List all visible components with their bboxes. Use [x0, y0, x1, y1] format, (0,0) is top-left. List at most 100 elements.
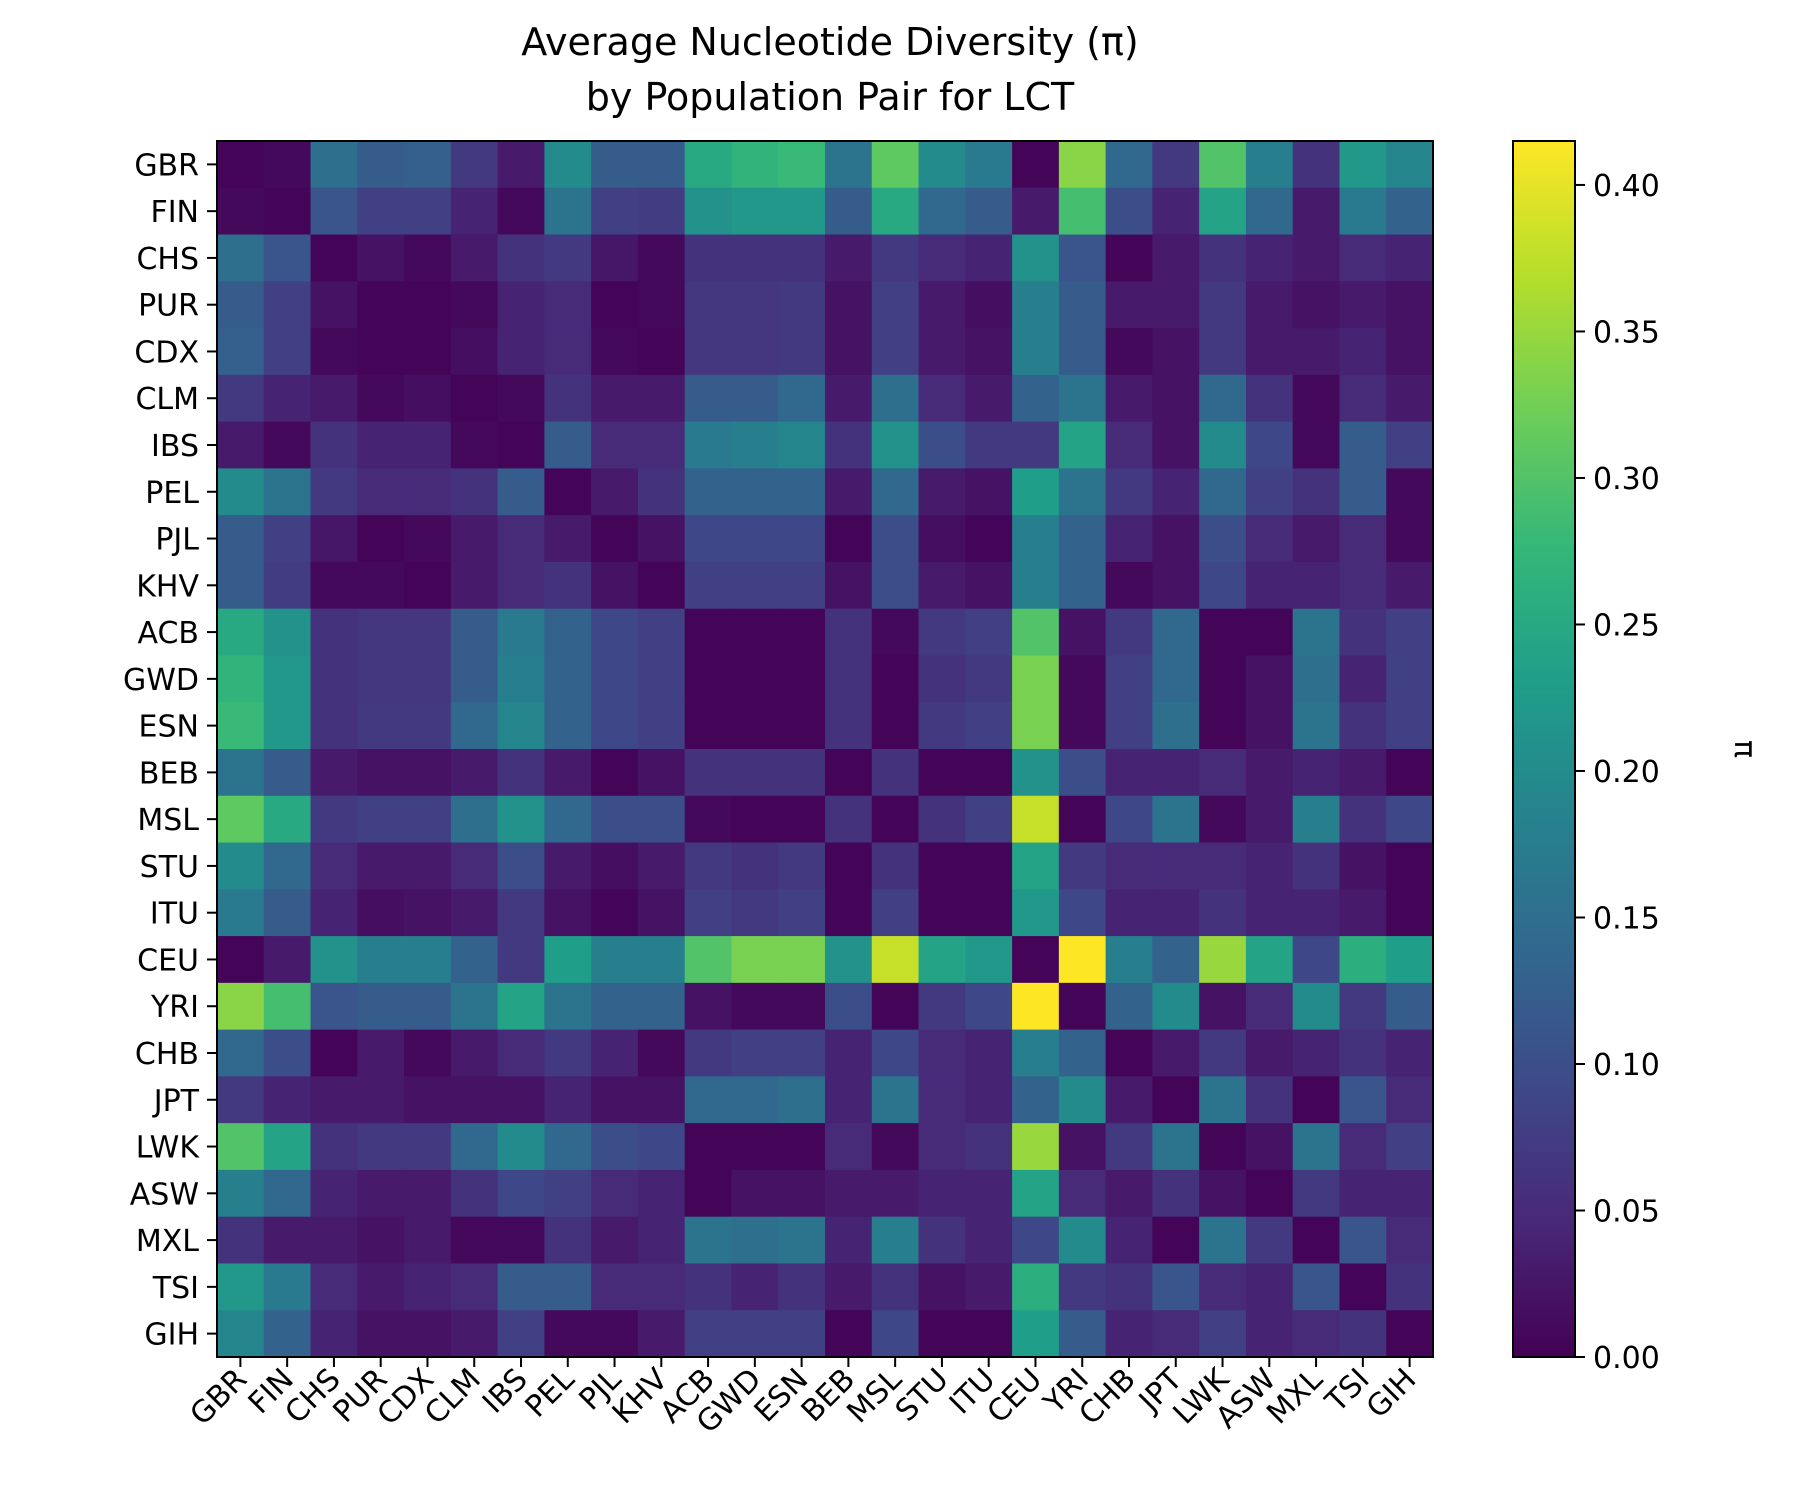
heatmap-cell [1245, 421, 1294, 469]
heatmap-cell [450, 936, 499, 984]
colorbar-tick-label: 0.00 [1593, 1341, 1660, 1376]
heatmap-cells [217, 141, 1434, 1358]
heatmap-cell [263, 889, 312, 937]
heatmap-cell [918, 1029, 966, 1077]
heatmap-cell [1152, 982, 1200, 1031]
heatmap-cell [497, 421, 545, 469]
heatmap-cell [1105, 795, 1153, 844]
heatmap-cell [1105, 1123, 1153, 1171]
heatmap-cell [544, 421, 592, 469]
heatmap-cell [637, 889, 686, 937]
heatmap-cell [310, 795, 358, 844]
y-tick-label: CEU [137, 943, 199, 978]
heatmap-cell [778, 1216, 826, 1265]
heatmap-cell [637, 281, 686, 329]
heatmap-cell [357, 1310, 405, 1358]
heatmap-cell [684, 702, 733, 750]
heatmap-cell [1012, 842, 1060, 890]
heatmap-cell [731, 1123, 779, 1171]
heatmap-cell [544, 702, 592, 750]
heatmap-cell [357, 281, 405, 329]
heatmap-cell [1199, 889, 1247, 937]
heatmap-cell [217, 1263, 265, 1311]
heatmap-cell [1058, 702, 1107, 750]
heatmap-cell [1105, 1263, 1153, 1311]
heatmap-cell [778, 515, 826, 563]
heatmap-cell [1292, 561, 1341, 610]
heatmap-cell [450, 795, 499, 844]
heatmap-cell [1339, 842, 1387, 890]
heatmap-cell [1199, 1076, 1247, 1124]
heatmap-cell [357, 842, 405, 890]
heatmap-cell [217, 655, 265, 703]
x-tick-label: IBS [476, 1362, 535, 1421]
heatmap-cell [1245, 936, 1294, 984]
heatmap-cell [871, 1169, 920, 1218]
heatmap-cell [778, 187, 826, 236]
heatmap-cell [263, 1029, 312, 1077]
heatmap-cell [1012, 1216, 1060, 1265]
heatmap-cell [1012, 1076, 1060, 1124]
y-tick-label: BEB [139, 756, 199, 791]
heatmap-cell [404, 281, 452, 329]
heatmap-cell [871, 1216, 920, 1265]
heatmap-cell [404, 702, 452, 750]
heatmap-cell [1012, 561, 1060, 610]
heatmap-cell [1339, 749, 1387, 797]
heatmap-cell [310, 608, 358, 657]
colorbar-tick-label: 0.10 [1593, 1048, 1660, 1083]
heatmap-cell [825, 1310, 873, 1358]
heatmap-cell [263, 187, 312, 236]
heatmap-cell [404, 608, 452, 657]
heatmap-cell [1245, 374, 1294, 423]
heatmap-cell [544, 982, 592, 1031]
heatmap-cell [1199, 468, 1247, 516]
heatmap-cell [1386, 1029, 1434, 1077]
heatmap-cell [357, 749, 405, 797]
heatmap-cell [1152, 608, 1200, 657]
heatmap-cell [684, 655, 733, 703]
heatmap-cell [1152, 281, 1200, 329]
heatmap-cell [684, 982, 733, 1031]
heatmap-cell [497, 1263, 545, 1311]
heatmap-cell [1386, 608, 1434, 657]
heatmap-cell [1199, 1169, 1247, 1218]
heatmap-cell [404, 1216, 452, 1265]
heatmap-cell [1292, 328, 1341, 376]
heatmap-cell [544, 374, 592, 423]
heatmap-cell [778, 655, 826, 703]
heatmap-cell [1152, 187, 1200, 236]
heatmap-cell [778, 749, 826, 797]
heatmap-cell [450, 1310, 499, 1358]
heatmap-cell [591, 328, 639, 376]
heatmap-cell [263, 1216, 312, 1265]
heatmap-cell [1339, 936, 1387, 984]
heatmap-cell [1199, 982, 1247, 1031]
heatmap-cell [497, 281, 545, 329]
heatmap-cell [1386, 141, 1434, 189]
heatmap-cell [310, 702, 358, 750]
heatmap-cell [871, 702, 920, 750]
heatmap-cell [1058, 1076, 1107, 1124]
heatmap-cell [871, 281, 920, 329]
heatmap-cell [263, 561, 312, 610]
heatmap-cell [1386, 1263, 1434, 1311]
heatmap-cell [1058, 889, 1107, 937]
heatmap-cell [1386, 749, 1434, 797]
heatmap-cell [544, 749, 592, 797]
heatmap-cell [825, 982, 873, 1031]
heatmap-cell [1339, 515, 1387, 563]
heatmap-cell [217, 187, 265, 236]
heatmap-cell [731, 468, 779, 516]
heatmap-cell [217, 1169, 265, 1218]
heatmap-cell [825, 795, 873, 844]
heatmap-cell [825, 608, 873, 657]
heatmap-cell [731, 936, 779, 984]
heatmap-cell [1058, 1310, 1107, 1358]
heatmap-cell [778, 234, 826, 282]
heatmap-cell [263, 281, 312, 329]
heatmap-cell [404, 749, 452, 797]
heatmap-cell [825, 655, 873, 703]
heatmap-cell [263, 328, 312, 376]
heatmap-cell [871, 982, 920, 1031]
